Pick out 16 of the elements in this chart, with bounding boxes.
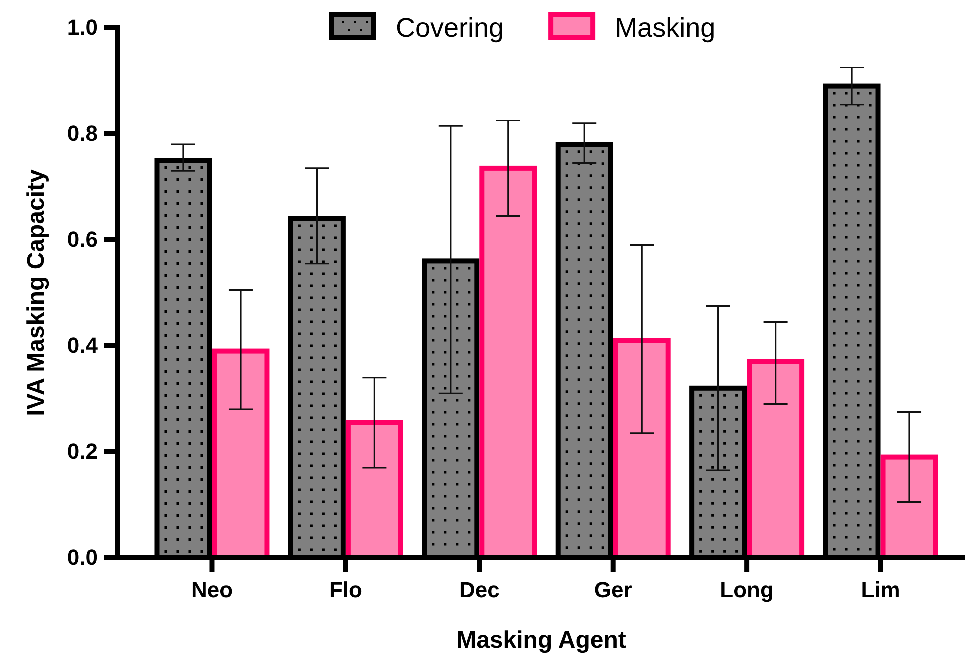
x-axis-title: Masking Agent: [456, 627, 626, 654]
y-tick-label: 0.6: [67, 227, 98, 252]
legend-label: Covering: [396, 13, 504, 43]
y-tick-label: 0.2: [67, 439, 98, 464]
x-tick-label: Neo: [191, 578, 234, 603]
legend-label: Masking: [615, 13, 716, 43]
x-tick-label: Flo: [329, 578, 362, 603]
x-tick-label: Long: [720, 578, 774, 603]
y-tick-label: 0.8: [67, 121, 98, 146]
x-tick-label: Ger: [594, 578, 633, 603]
x-tick-label: Dec: [459, 578, 500, 603]
x-tick-label: Lim: [861, 578, 900, 603]
y-tick-label: 1.0: [67, 15, 98, 40]
y-axis-title: IVA Masking Capacity: [23, 168, 50, 416]
y-tick-label: 0.0: [67, 545, 98, 570]
y-tick-label: 0.4: [67, 333, 99, 358]
